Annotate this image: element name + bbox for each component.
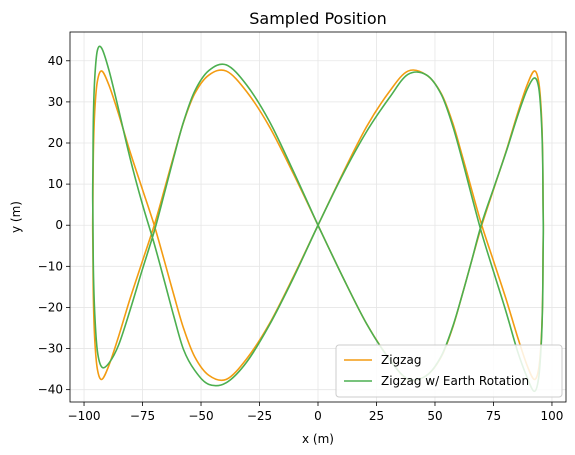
- x-tick-label: 50: [427, 409, 442, 423]
- y-tick-label: 10: [48, 177, 63, 191]
- x-tick-label: −50: [188, 409, 213, 423]
- x-ticks: −100 −75 −50 −25 0 25 50 75 100: [68, 402, 564, 423]
- x-tick-label: 75: [486, 409, 501, 423]
- x-axis-label: x (m): [302, 432, 334, 446]
- y-tick-label: 40: [48, 54, 63, 68]
- y-tick-label: 0: [55, 218, 63, 232]
- y-tick-label: 30: [48, 95, 63, 109]
- y-tick-label: 20: [48, 136, 63, 150]
- legend-entry: Zigzag: [381, 353, 421, 367]
- x-tick-label: −100: [68, 409, 101, 423]
- y-tick-label: −10: [38, 259, 63, 273]
- chart-title: Sampled Position: [249, 9, 387, 28]
- x-tick-label: −75: [130, 409, 155, 423]
- y-tick-label: −30: [38, 342, 63, 356]
- y-axis-label: y (m): [9, 201, 23, 233]
- series-line-2: [91, 45, 545, 393]
- series-layer: [91, 45, 545, 393]
- x-tick-label: 25: [369, 409, 384, 423]
- y-tick-label: −40: [38, 383, 63, 397]
- x-tick-label: 100: [541, 409, 564, 423]
- x-tick-label: 0: [314, 409, 322, 423]
- legend: Zigzag Zigzag w/ Earth Rotation: [335, 344, 563, 398]
- legend-entry: Zigzag w/ Earth Rotation: [381, 374, 529, 388]
- x-tick-label: −25: [247, 409, 272, 423]
- y-tick-label: −20: [38, 300, 63, 314]
- legend-box: [335, 344, 563, 398]
- y-ticks: −40 −30 −20 −10 0 10 20 30 40: [38, 54, 70, 397]
